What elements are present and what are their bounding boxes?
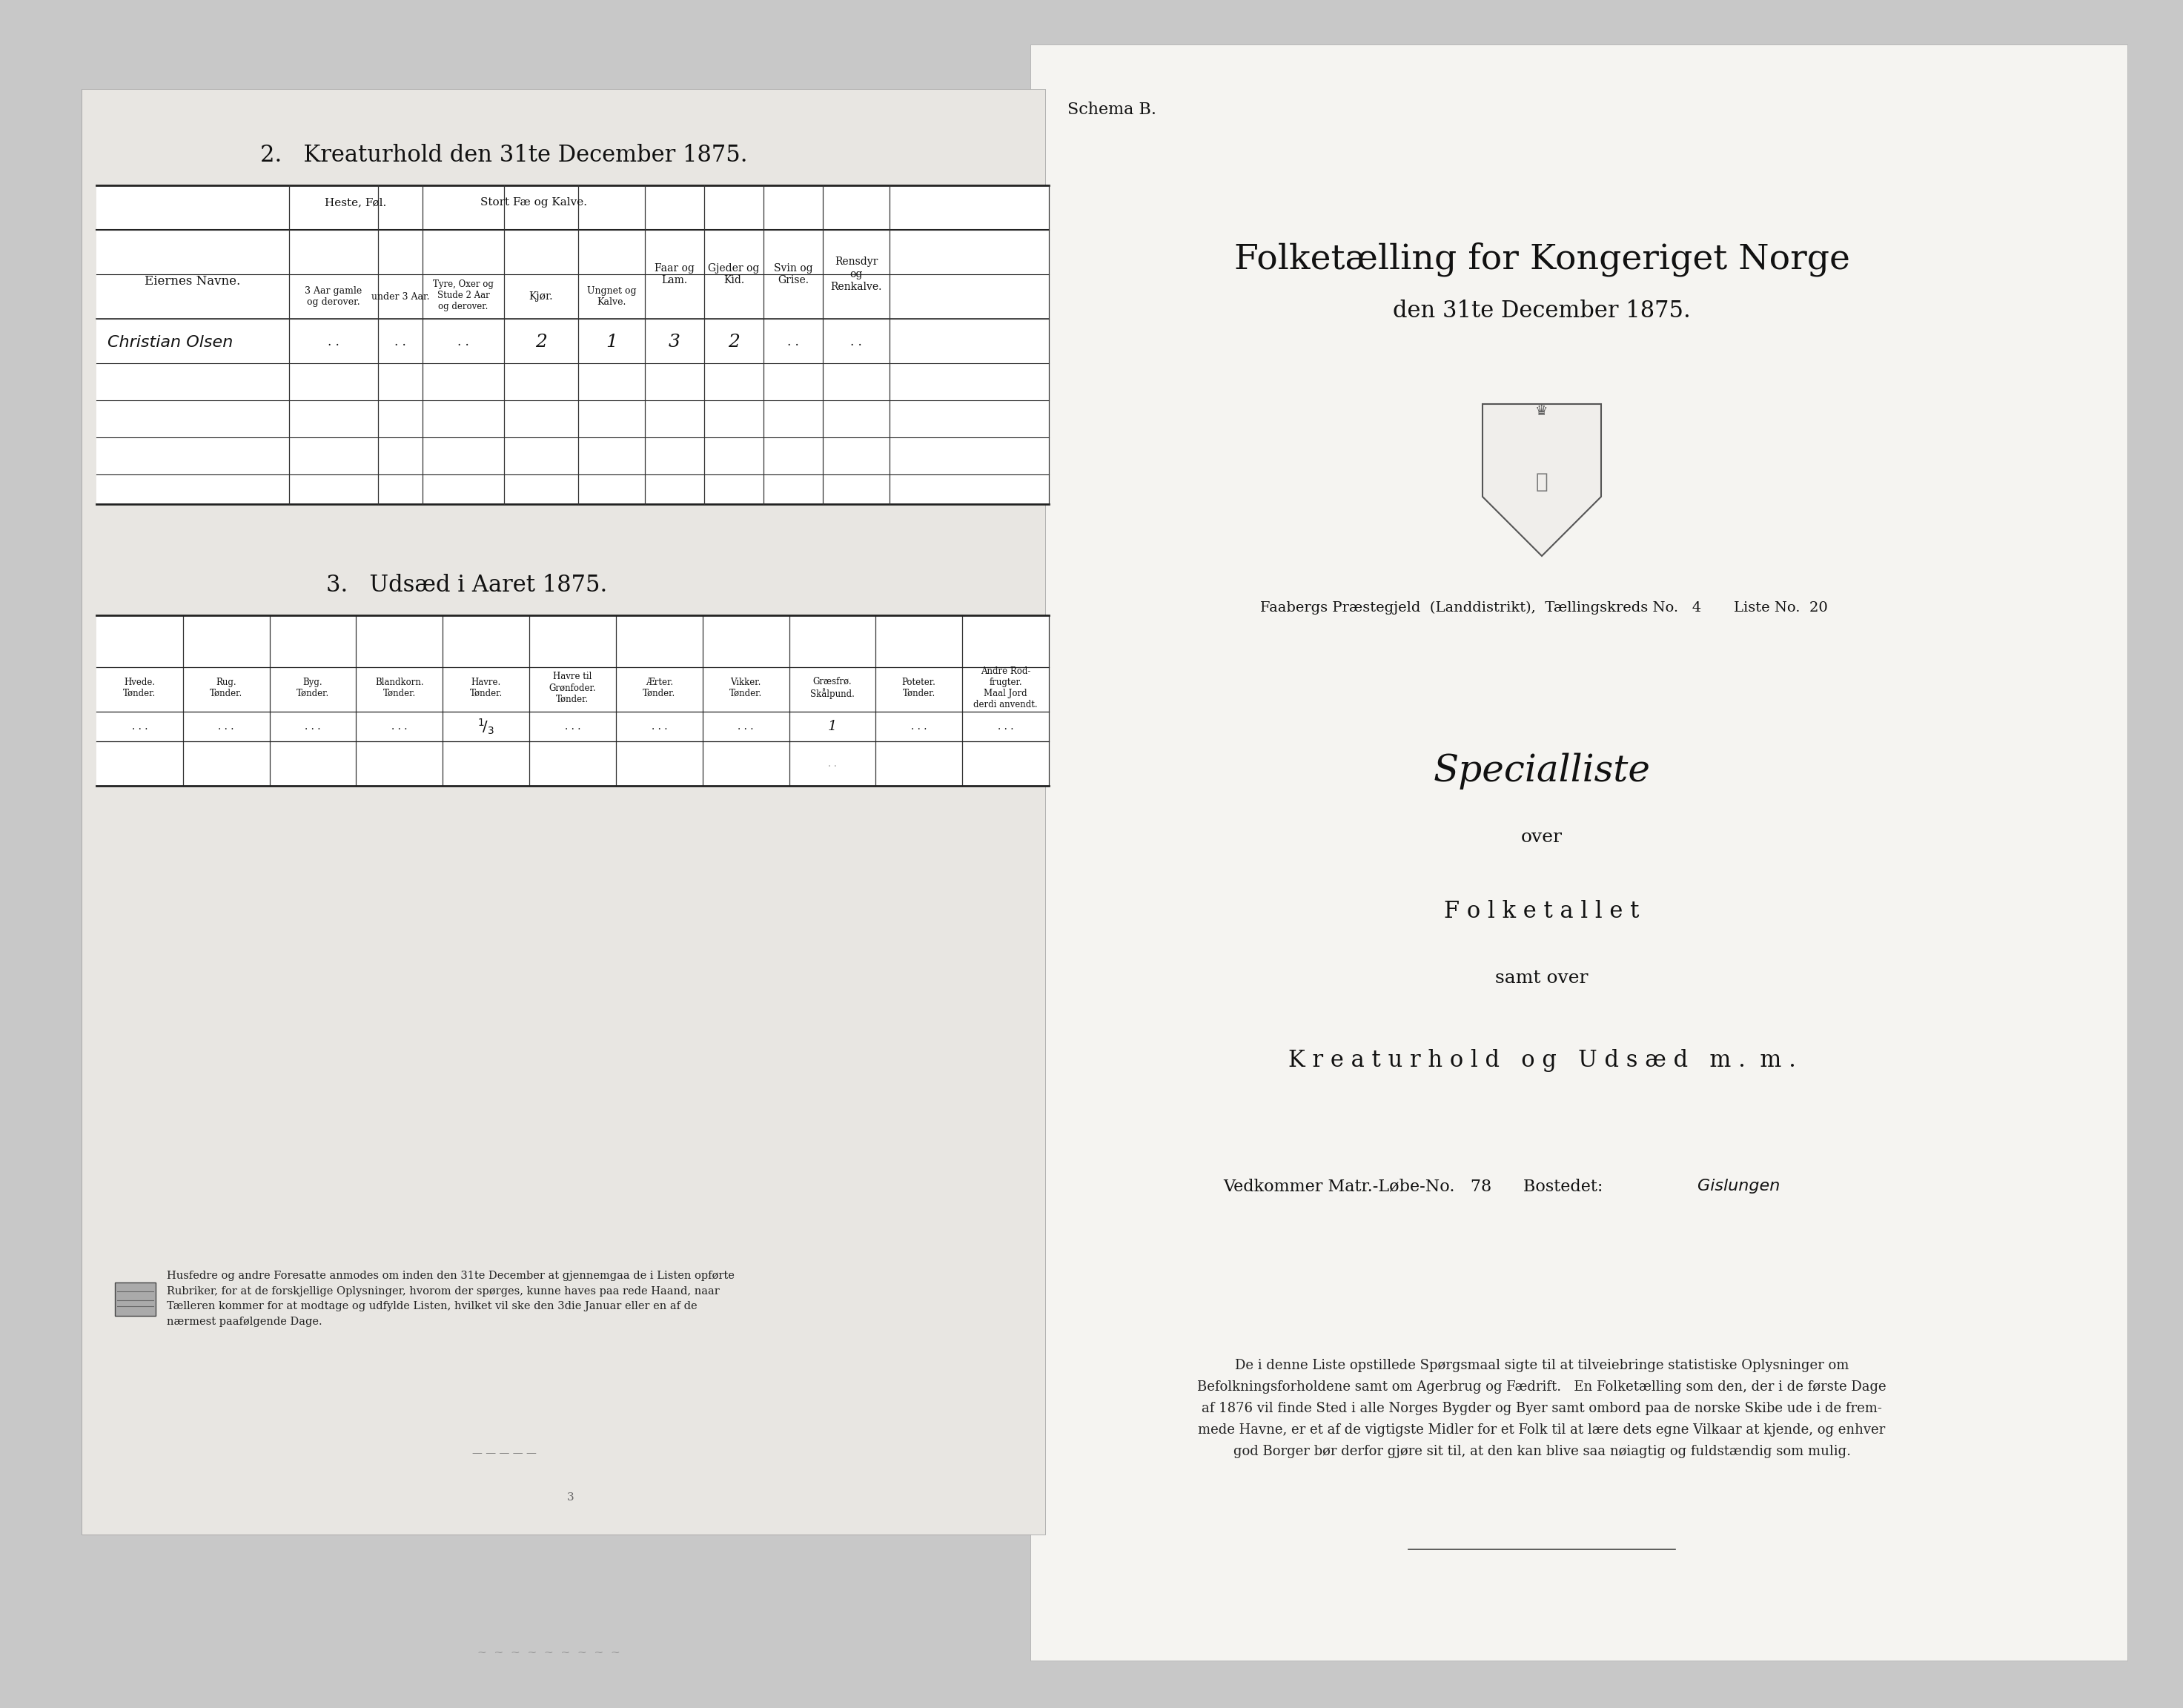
Text: . .: . . xyxy=(458,336,469,348)
Text: . . .: . . . xyxy=(131,721,148,731)
Bar xyxy=(81,89,1046,1534)
Text: samt over: samt over xyxy=(1495,970,1589,987)
Text: Græsfrø.
Skålpund.: Græsfrø. Skålpund. xyxy=(810,676,854,699)
Text: . . .: . . . xyxy=(565,721,581,731)
Text: Havre.
Tønder.: Havre. Tønder. xyxy=(469,678,502,699)
Text: Blandkorn.
Tønder.: Blandkorn. Tønder. xyxy=(375,678,424,699)
Text: K r e a t u r h o l d   o g   U d s æ d   m .  m .: K r e a t u r h o l d o g U d s æ d m . … xyxy=(1288,1049,1797,1071)
Text: Christian Olsen: Christian Olsen xyxy=(107,335,234,350)
Text: Ungnet og
Kalve.: Ungnet og Kalve. xyxy=(587,287,635,307)
Bar xyxy=(116,1283,155,1315)
Text: Husfedre og andre Foresatte anmodes om inden den 31te December at gjennemgaa de : Husfedre og andre Foresatte anmodes om i… xyxy=(166,1271,733,1327)
Text: Faabergs Præstegjeld  (Landdistrikt),  Tællingskreds No.   4       Liste No.  20: Faabergs Præstegjeld (Landdistrikt), Tæl… xyxy=(1260,601,1827,615)
Text: 1: 1 xyxy=(605,335,618,352)
Text: . .: . . xyxy=(851,336,862,348)
Text: . . .: . . . xyxy=(738,721,753,731)
Text: . . .: . . . xyxy=(910,721,928,731)
Text: De i denne Liste opstillede Spørgsmaal sigte til at tilveiebringe statistiske Op: De i denne Liste opstillede Spørgsmaal s… xyxy=(1196,1358,1886,1459)
Polygon shape xyxy=(1482,405,1600,557)
Text: . .: . . xyxy=(327,336,338,348)
Text: $^1\!/_3$: $^1\!/_3$ xyxy=(478,717,493,736)
Text: Svin og
Grise.: Svin og Grise. xyxy=(773,263,812,285)
Text: Stort Fæ og Kalve.: Stort Fæ og Kalve. xyxy=(480,196,587,208)
Text: . . .: . . . xyxy=(651,721,668,731)
Text: 3: 3 xyxy=(668,335,681,352)
Text: Eiernes Navne.: Eiernes Navne. xyxy=(144,275,240,289)
Text: over: over xyxy=(1522,828,1563,845)
Text: 2: 2 xyxy=(727,335,740,352)
Text: Heste, Føl.: Heste, Føl. xyxy=(325,196,386,208)
Text: ~  ~  ~  ~  ~  ~  ~  ~  ~: ~ ~ ~ ~ ~ ~ ~ ~ ~ xyxy=(478,1648,620,1658)
Text: ♛: ♛ xyxy=(1535,405,1548,418)
Text: Specialliste: Specialliste xyxy=(1434,753,1650,789)
Text: 🦁: 🦁 xyxy=(1535,471,1548,492)
Text: Schema B.: Schema B. xyxy=(1067,101,1157,118)
Text: . . .: . . . xyxy=(998,721,1013,731)
Text: Havre til
Grønfoder.
Tønder.: Havre til Grønfoder. Tønder. xyxy=(550,671,596,704)
Text: . . .: . . . xyxy=(306,721,321,731)
Text: Gislungen: Gislungen xyxy=(1698,1179,1779,1194)
Text: Poteter.
Tønder.: Poteter. Tønder. xyxy=(902,678,937,699)
Text: Byg.
Tønder.: Byg. Tønder. xyxy=(297,678,330,699)
Text: 2: 2 xyxy=(535,335,548,352)
Bar xyxy=(96,615,1048,786)
Text: 3: 3 xyxy=(568,1493,574,1503)
Text: 1: 1 xyxy=(827,719,836,733)
Text: Andre Rod-
frugter.
Maal Jord
derdi anvendt.: Andre Rod- frugter. Maal Jord derdi anve… xyxy=(974,666,1037,709)
Text: Vedkommer Matr.-Løbe-No.   78      Bostedet:: Vedkommer Matr.-Løbe-No. 78 Bostedet: xyxy=(1222,1179,1602,1194)
Text: 3.   Udsæd i Aaret 1875.: 3. Udsæd i Aaret 1875. xyxy=(327,574,607,598)
Text: Rensdyr
og
Renkalve.: Rensdyr og Renkalve. xyxy=(830,256,882,292)
Text: Kjør.: Kjør. xyxy=(528,292,552,302)
Text: . .: . . xyxy=(788,336,799,348)
Text: . .: . . xyxy=(827,758,836,769)
Text: Hvede.
Tønder.: Hvede. Tønder. xyxy=(122,678,155,699)
Text: Tyre, Oxer og
Stude 2 Aar
og derover.: Tyre, Oxer og Stude 2 Aar og derover. xyxy=(432,278,493,311)
Text: Vikker.
Tønder.: Vikker. Tønder. xyxy=(729,678,762,699)
Text: Gjeder og
Kid.: Gjeder og Kid. xyxy=(707,263,760,285)
Bar xyxy=(96,186,1048,504)
Text: — — — — —: — — — — — xyxy=(472,1448,537,1459)
Text: Faar og
Lam.: Faar og Lam. xyxy=(655,263,694,285)
Text: Ærter.
Tønder.: Ærter. Tønder. xyxy=(642,678,675,699)
Bar xyxy=(1030,44,2128,1660)
Text: den 31te December 1875.: den 31te December 1875. xyxy=(1393,301,1690,323)
Text: . . .: . . . xyxy=(391,721,408,731)
Text: 3 Aar gamle
og derover.: 3 Aar gamle og derover. xyxy=(306,287,362,307)
Text: Rug.
Tønder.: Rug. Tønder. xyxy=(210,678,242,699)
Text: under 3 Aar.: under 3 Aar. xyxy=(371,292,430,301)
Text: Folketælling for Kongeriget Norge: Folketælling for Kongeriget Norge xyxy=(1233,243,1849,277)
Text: . .: . . xyxy=(395,336,406,348)
Text: . . .: . . . xyxy=(218,721,234,731)
Text: F o l k e t a l l e t: F o l k e t a l l e t xyxy=(1445,900,1639,924)
Text: 2.   Kreaturhold den 31te December 1875.: 2. Kreaturhold den 31te December 1875. xyxy=(260,143,749,167)
